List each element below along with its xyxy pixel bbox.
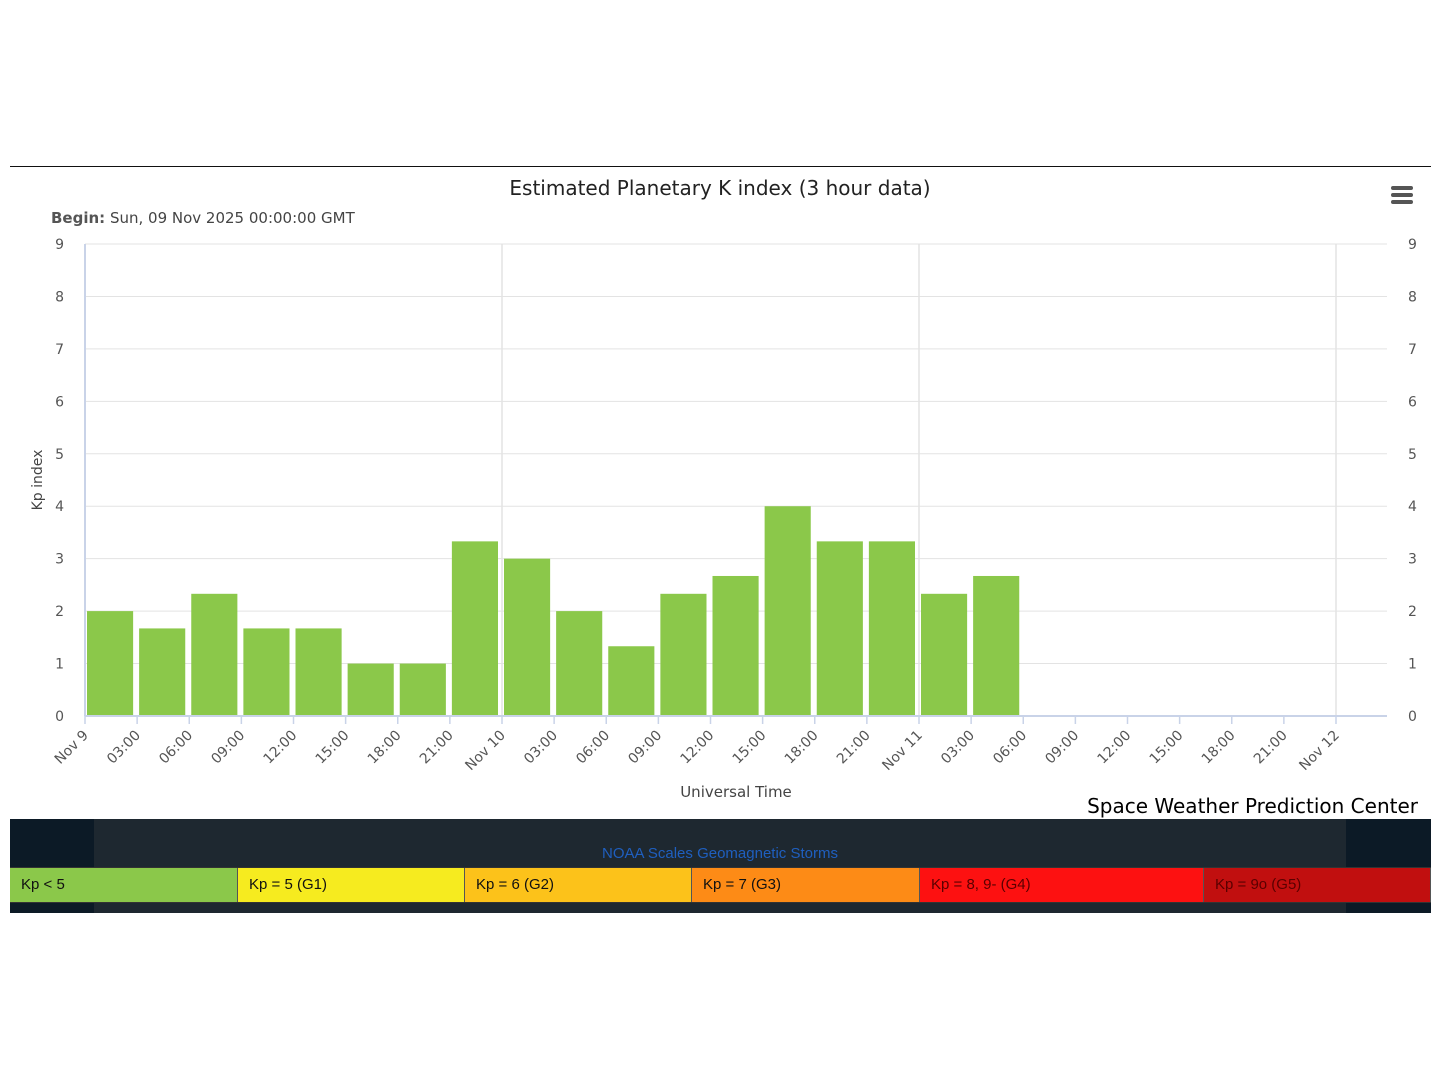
kp-bar-chart: 0 0 1 1 2 2 3 3 4 4 5 5 6 6 7 7 8 8 9 9 Nov 9 03:00 06:00 09:00… xyxy=(30,237,1417,801)
x-tick-label: 18:00 xyxy=(1199,728,1239,768)
hamburger-menu-icon[interactable] xyxy=(1391,185,1415,205)
kp-bar xyxy=(347,663,394,716)
x-tick-label: 18:00 xyxy=(365,728,405,768)
x-tick-label: Nov 11 xyxy=(879,728,925,774)
kp-bar xyxy=(504,558,551,716)
chart-title: Estimated Planetary K index (3 hour data… xyxy=(509,176,931,200)
legend-item: Kp = 8, 9- (G4) xyxy=(920,868,1204,902)
x-tick-label: Nov 12 xyxy=(1296,728,1342,774)
y-tick-label-left: 0 xyxy=(55,709,64,725)
axes xyxy=(84,244,1387,724)
kp-bar xyxy=(191,593,238,716)
legend-item: Kp = 9o (G5) xyxy=(1204,868,1431,902)
kp-bar xyxy=(451,541,498,716)
x-tick-label: 09:00 xyxy=(208,728,248,768)
x-tick-label: 12:00 xyxy=(1094,728,1134,768)
y-tick-label-right: 4 xyxy=(1408,499,1417,515)
y-tick-label-right: 2 xyxy=(1408,604,1417,620)
begin-label: Begin: xyxy=(51,209,106,227)
x-tick-label: 21:00 xyxy=(417,728,457,768)
kp-bar xyxy=(243,628,290,716)
top-divider xyxy=(10,166,1431,167)
y-tick-label-right: 5 xyxy=(1408,447,1417,463)
x-tick-label: 12:00 xyxy=(677,728,717,768)
kp-bar xyxy=(973,575,1020,716)
x-tick-label: 12:00 xyxy=(260,728,300,768)
bars xyxy=(87,506,1020,716)
y-tick-label-right: 0 xyxy=(1408,709,1417,725)
x-tick-label: 15:00 xyxy=(730,728,770,768)
y-tick-label-left: 9 xyxy=(55,237,64,253)
x-tick-label: 06:00 xyxy=(990,728,1030,768)
x-tick-label: 18:00 xyxy=(782,728,822,768)
kp-bar xyxy=(139,628,186,716)
kp-bar xyxy=(87,611,134,716)
y-tick-label-left: 6 xyxy=(55,394,64,410)
x-tick-label: 03:00 xyxy=(521,728,561,768)
kp-bar xyxy=(764,506,811,716)
kp-bar xyxy=(399,663,446,716)
kp-bar xyxy=(816,541,863,716)
y-tick-label-right: 7 xyxy=(1408,342,1417,358)
kp-bar xyxy=(660,593,707,716)
x-tick-label: 15:00 xyxy=(313,728,353,768)
x-tick-label: 06:00 xyxy=(156,728,196,768)
kp-bar xyxy=(556,611,603,716)
x-tick-label: 09:00 xyxy=(625,728,665,768)
legend-item: Kp = 6 (G2) xyxy=(465,868,692,902)
y-tick-label-left: 5 xyxy=(55,447,64,463)
x-tick-label: 21:00 xyxy=(1251,728,1291,768)
legend-item: Kp = 5 (G1) xyxy=(238,868,465,902)
legend-item: Kp < 5 xyxy=(10,868,238,902)
y-tick-label-left: 7 xyxy=(55,342,64,358)
storm-scale-legend: Kp < 5 Kp = 5 (G1) Kp = 6 (G2) Kp = 7 (G3) K… xyxy=(10,867,1431,903)
begin-value: Sun, 09 Nov 2025 00:00:00 GMT xyxy=(109,209,355,227)
y-tick-label-left: 4 xyxy=(55,499,64,515)
x-axis-title: Universal Time xyxy=(680,783,792,801)
swpc-credit: Space Weather Prediction Center xyxy=(1087,794,1418,818)
kp-bar xyxy=(608,646,655,716)
x-tick-label: 06:00 xyxy=(573,728,613,768)
x-tick-label: 21:00 xyxy=(834,728,874,768)
x-tick-label: Nov 9 xyxy=(52,728,92,768)
y-tick-label-right: 9 xyxy=(1408,237,1417,253)
kp-bar xyxy=(295,628,342,716)
kp-bar xyxy=(868,541,915,716)
y-tick-label-left: 8 xyxy=(55,289,64,305)
y-tick-label-right: 6 xyxy=(1408,394,1417,410)
kp-bar xyxy=(921,593,968,716)
y-tick-label-right: 8 xyxy=(1408,289,1417,305)
y-axis-title: Kp index xyxy=(30,450,46,511)
x-tick-label: 09:00 xyxy=(1042,728,1082,768)
y-tick-label-right: 3 xyxy=(1408,552,1417,568)
x-tick-label: 03:00 xyxy=(938,728,978,768)
kp-bar xyxy=(712,575,759,716)
x-tick-label: 03:00 xyxy=(104,728,144,768)
y-tick-label-left: 2 xyxy=(55,604,64,620)
noaa-scales-title[interactable]: NOAA Scales Geomagnetic Storms xyxy=(602,845,838,862)
x-tick-label: Nov 10 xyxy=(462,728,508,774)
y-tick-label-right: 1 xyxy=(1408,657,1417,673)
begin-timestamp: Begin: Sun, 09 Nov 2025 00:00:00 GMT xyxy=(51,209,355,227)
y-tick-label-left: 3 xyxy=(55,552,64,568)
x-tick-label: 15:00 xyxy=(1147,728,1187,768)
y-tick-label-left: 1 xyxy=(55,657,64,673)
legend-item: Kp = 7 (G3) xyxy=(692,868,920,902)
